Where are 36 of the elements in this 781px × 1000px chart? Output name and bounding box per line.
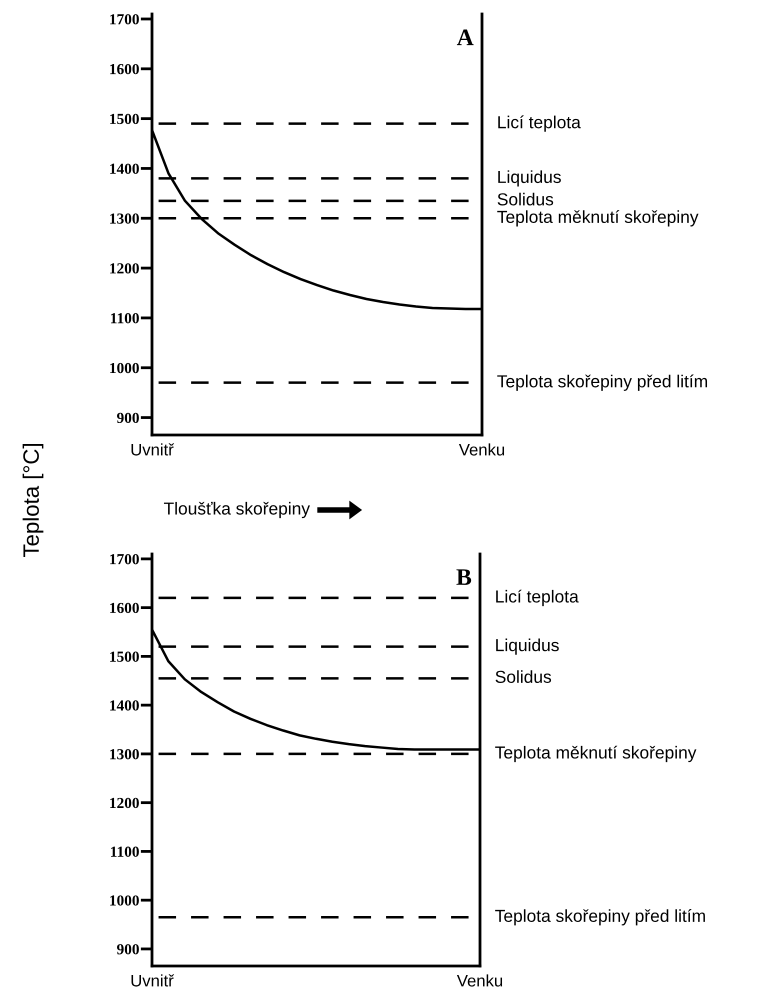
y-axis-title: Teplota [°C] bbox=[22, 444, 44, 558]
y-tick-label: 1600 bbox=[110, 602, 139, 614]
y-tick-label: 1500 bbox=[110, 114, 139, 124]
ref-line-label: Teplota měknutí skořepiny bbox=[495, 746, 696, 762]
x-tick-label: Uvnitř bbox=[132, 974, 174, 987]
ref-line-label: Solidus bbox=[496, 670, 552, 683]
x-tick-label: Uvnitř bbox=[132, 443, 174, 456]
y-tick-label: 1700 bbox=[110, 554, 139, 564]
y-tick-label: 1000 bbox=[110, 362, 139, 374]
chart-title: A bbox=[456, 30, 474, 46]
ref-line-label: Teplota skořepiny před litím bbox=[497, 374, 708, 391]
y-tick-label: 1300 bbox=[110, 749, 139, 760]
ref-line-label: Liquidus bbox=[498, 170, 561, 187]
y-tick-label: 1400 bbox=[110, 700, 139, 711]
y-tick-label: 1400 bbox=[110, 164, 139, 174]
y-tick-label: 1200 bbox=[110, 798, 139, 808]
ref-line-label: Licí teplota bbox=[498, 115, 581, 132]
y-tick-label: 1700 bbox=[110, 14, 139, 24]
y-tick-label: 1100 bbox=[111, 846, 139, 857]
y-tick-label: 1100 bbox=[111, 313, 139, 324]
ref-line-label: Teplota skořepiny před litím bbox=[495, 909, 705, 926]
y-tick-label: 900 bbox=[117, 944, 139, 954]
y-tick-label: 1600 bbox=[110, 64, 139, 74]
x-tick-label: Venku bbox=[458, 443, 504, 456]
y-tick-label: 1300 bbox=[110, 213, 139, 224]
ref-line-label: Liquidus bbox=[496, 638, 559, 655]
y-tick-label: 900 bbox=[117, 412, 139, 424]
x-tick-label: Venku bbox=[456, 974, 502, 987]
y-tick-label: 1000 bbox=[110, 895, 139, 906]
ref-line-label: Solidus bbox=[498, 192, 554, 206]
chart-title: B bbox=[456, 569, 472, 585]
ref-line-label: Teplota měknutí skořepiny bbox=[497, 210, 698, 226]
y-tick-label: 1500 bbox=[110, 652, 139, 662]
x-axis-title: Tloušťka skořepiny bbox=[164, 502, 310, 518]
y-tick-label: 1200 bbox=[110, 263, 139, 274]
ref-line-label: Licí teplota bbox=[496, 590, 579, 606]
